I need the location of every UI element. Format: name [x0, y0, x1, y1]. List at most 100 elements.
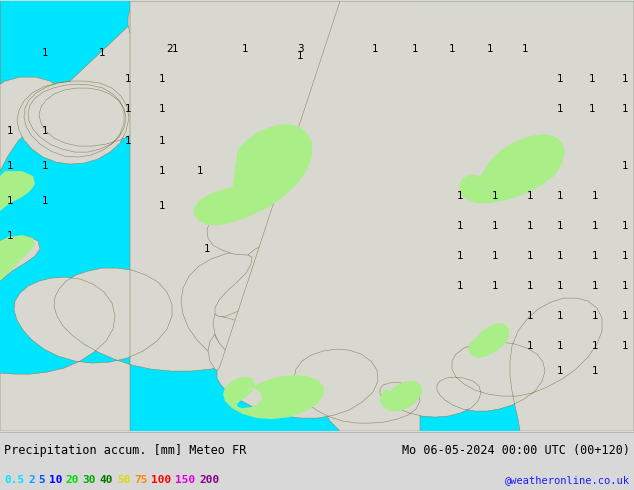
Text: 1: 1 [527, 341, 533, 351]
Text: 1: 1 [204, 244, 210, 254]
Text: 1: 1 [456, 191, 463, 201]
Text: 1: 1 [456, 221, 463, 231]
Text: 1: 1 [592, 281, 598, 291]
Text: 1: 1 [7, 161, 13, 171]
Polygon shape [270, 349, 296, 386]
Text: 1: 1 [557, 191, 564, 201]
Text: 1: 1 [527, 191, 533, 201]
Polygon shape [0, 236, 40, 281]
Text: 1: 1 [527, 251, 533, 261]
Polygon shape [48, 105, 103, 143]
Text: Mo 06-05-2024 00:00 UTC (00+120): Mo 06-05-2024 00:00 UTC (00+120) [402, 443, 630, 457]
Text: @weatheronline.co.uk: @weatheronline.co.uk [505, 475, 630, 485]
Polygon shape [194, 124, 312, 225]
Polygon shape [468, 323, 509, 358]
Text: 150: 150 [175, 475, 195, 485]
Text: 1: 1 [125, 74, 131, 84]
Text: 1: 1 [557, 74, 564, 84]
Text: 1: 1 [172, 44, 178, 54]
Text: 1: 1 [557, 104, 564, 114]
Text: 1: 1 [7, 126, 13, 136]
Text: 1: 1 [125, 104, 131, 114]
Text: 1: 1 [557, 281, 564, 291]
Text: 1: 1 [622, 161, 628, 171]
Polygon shape [17, 1, 170, 164]
Text: 1: 1 [492, 251, 498, 261]
Text: 1: 1 [158, 166, 165, 176]
Text: 1: 1 [592, 341, 598, 351]
Text: 1: 1 [297, 51, 303, 61]
Text: 1: 1 [99, 48, 105, 58]
Polygon shape [213, 314, 272, 366]
Text: 1: 1 [42, 48, 48, 58]
Text: 1: 1 [158, 104, 165, 114]
Text: 1: 1 [7, 231, 13, 241]
Polygon shape [207, 176, 324, 255]
Text: 1: 1 [592, 251, 598, 261]
Text: 20: 20 [65, 475, 79, 485]
Text: 1: 1 [622, 311, 628, 321]
Polygon shape [0, 235, 35, 281]
Text: 1: 1 [527, 281, 533, 291]
Text: 1: 1 [125, 136, 131, 146]
Text: 1: 1 [492, 221, 498, 231]
Text: 3: 3 [297, 44, 303, 54]
Text: 1: 1 [557, 221, 564, 231]
Text: 1: 1 [487, 44, 493, 54]
Text: 1: 1 [372, 44, 378, 54]
Text: 1: 1 [492, 191, 498, 201]
Text: 1: 1 [527, 221, 533, 231]
Text: 5: 5 [38, 475, 45, 485]
Text: 0.5: 0.5 [4, 475, 24, 485]
Polygon shape [459, 134, 565, 203]
Text: 50: 50 [117, 475, 131, 485]
Text: 1: 1 [622, 104, 628, 114]
Text: 1: 1 [449, 44, 455, 54]
Text: 1: 1 [158, 201, 165, 211]
Polygon shape [208, 334, 232, 375]
Text: 1: 1 [42, 161, 48, 171]
Text: 10: 10 [48, 475, 62, 485]
Polygon shape [128, 1, 340, 78]
Text: 1: 1 [592, 191, 598, 201]
Text: 1: 1 [557, 311, 564, 321]
Text: 1: 1 [592, 221, 598, 231]
Text: 1: 1 [589, 74, 595, 84]
Text: 1: 1 [7, 196, 13, 206]
Text: 1: 1 [42, 126, 48, 136]
Text: 1: 1 [492, 281, 498, 291]
Text: 100: 100 [151, 475, 171, 485]
Text: 75: 75 [134, 475, 148, 485]
Polygon shape [380, 381, 422, 411]
Polygon shape [0, 171, 35, 211]
Text: Precipitation accum. [mm] Meteo FR: Precipitation accum. [mm] Meteo FR [4, 443, 246, 457]
Polygon shape [230, 365, 265, 400]
Text: 200: 200 [199, 475, 219, 485]
Text: 2: 2 [167, 44, 173, 54]
Text: 1: 1 [522, 44, 528, 54]
Polygon shape [217, 1, 634, 431]
Text: 1: 1 [622, 341, 628, 351]
Polygon shape [0, 1, 66, 171]
Text: 1: 1 [242, 44, 249, 54]
Text: 1: 1 [158, 74, 165, 84]
Text: 1: 1 [592, 311, 598, 321]
Text: 30: 30 [82, 475, 96, 485]
Text: 1: 1 [158, 136, 165, 146]
Text: 1: 1 [622, 251, 628, 261]
Text: 1: 1 [557, 366, 564, 376]
Text: 1: 1 [42, 196, 48, 206]
Text: 1: 1 [456, 281, 463, 291]
Text: 1: 1 [622, 281, 628, 291]
Text: 1: 1 [456, 251, 463, 261]
Polygon shape [0, 1, 420, 431]
Polygon shape [223, 375, 324, 419]
Text: 1: 1 [589, 104, 595, 114]
Polygon shape [215, 243, 293, 317]
Text: 1: 1 [411, 44, 418, 54]
Text: 1: 1 [622, 74, 628, 84]
Text: 1: 1 [197, 166, 204, 176]
Text: 1: 1 [592, 366, 598, 376]
Text: 1: 1 [622, 221, 628, 231]
Text: 2: 2 [28, 475, 35, 485]
